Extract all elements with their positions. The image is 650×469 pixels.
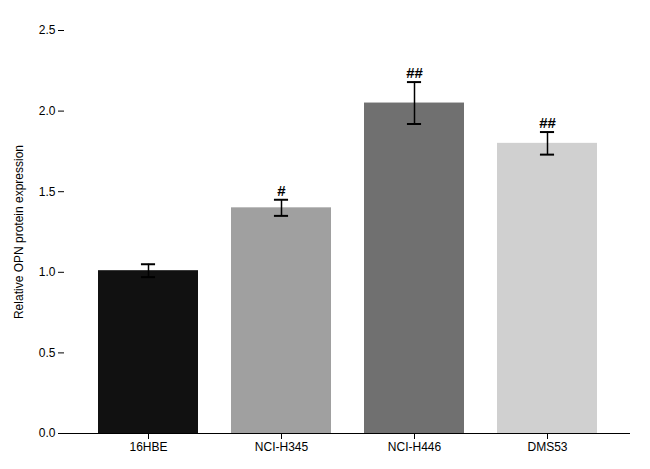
svg-text:##: ## [406, 64, 423, 81]
svg-text:1.0: 1.0 [39, 265, 56, 279]
svg-text:NCI-H345: NCI-H345 [255, 440, 309, 454]
svg-text:DMS53: DMS53 [527, 440, 567, 454]
svg-text:0.0: 0.0 [39, 426, 56, 440]
svg-text:2.0: 2.0 [39, 104, 56, 118]
svg-text:#: # [277, 182, 286, 199]
svg-text:2.5: 2.5 [39, 23, 56, 37]
svg-text:16HBE: 16HBE [129, 440, 167, 454]
svg-text:1.5: 1.5 [39, 185, 56, 199]
svg-text:0.5: 0.5 [39, 346, 56, 360]
svg-text:NCI-H446: NCI-H446 [388, 440, 442, 454]
svg-text:##: ## [539, 114, 556, 131]
svg-text:Relative OPN protein expressio: Relative OPN protein expression [12, 145, 26, 319]
